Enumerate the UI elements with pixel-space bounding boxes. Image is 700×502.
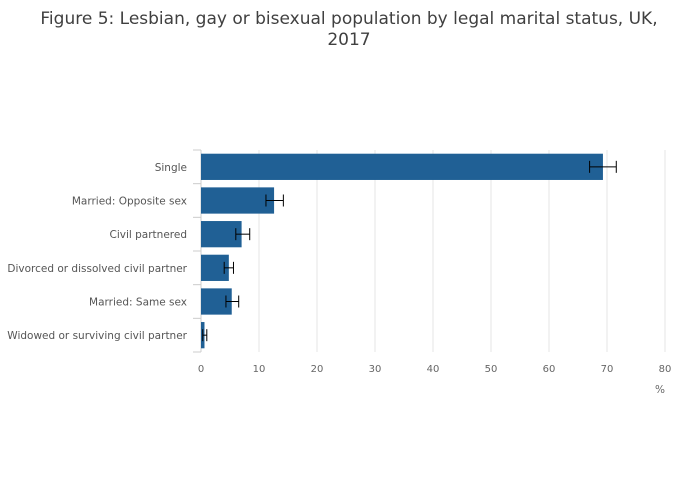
chart-title: Figure 5: Lesbian, gay or bisexual popul… (40, 9, 657, 50)
bar-1 (201, 187, 275, 214)
gridlines (258, 150, 666, 352)
x-tick-label-80: 80 (659, 364, 672, 375)
x-tick-label-10: 10 (253, 364, 266, 375)
x-tick-label-50: 50 (485, 364, 498, 375)
category-label-2: Civil partnered (110, 229, 188, 241)
category-label-1: Married: Opposite sex (72, 196, 187, 208)
x-tick-labels: 0 10 20 30 40 50 60 70 80 (198, 364, 672, 375)
chart-title-line-2: 2017 (327, 30, 370, 50)
category-labels: Single Married: Opposite sex Civil partner… (7, 162, 187, 342)
x-tick-label-40: 40 (427, 364, 440, 375)
x-tick-label-60: 60 (543, 364, 556, 375)
category-axis (193, 149, 202, 353)
category-label-5: Widowed or surviving civil partner (7, 330, 187, 342)
bars (201, 153, 603, 349)
x-axis-title: % (655, 384, 665, 396)
bar-0 (201, 153, 603, 180)
category-label-0: Single (155, 162, 187, 174)
x-tick-label-0: 0 (198, 364, 204, 375)
x-tick-label-70: 70 (601, 364, 614, 375)
x-tick-label-30: 30 (369, 364, 382, 375)
category-label-4: Married: Same sex (89, 297, 187, 309)
error-bars (202, 160, 617, 342)
x-tick-label-20: 20 (311, 364, 324, 375)
chart-title-line-1: Figure 5: Lesbian, gay or bisexual popul… (40, 9, 657, 29)
bar-2 (201, 221, 242, 248)
category-label-3: Divorced or dissolved civil partner (7, 263, 187, 275)
